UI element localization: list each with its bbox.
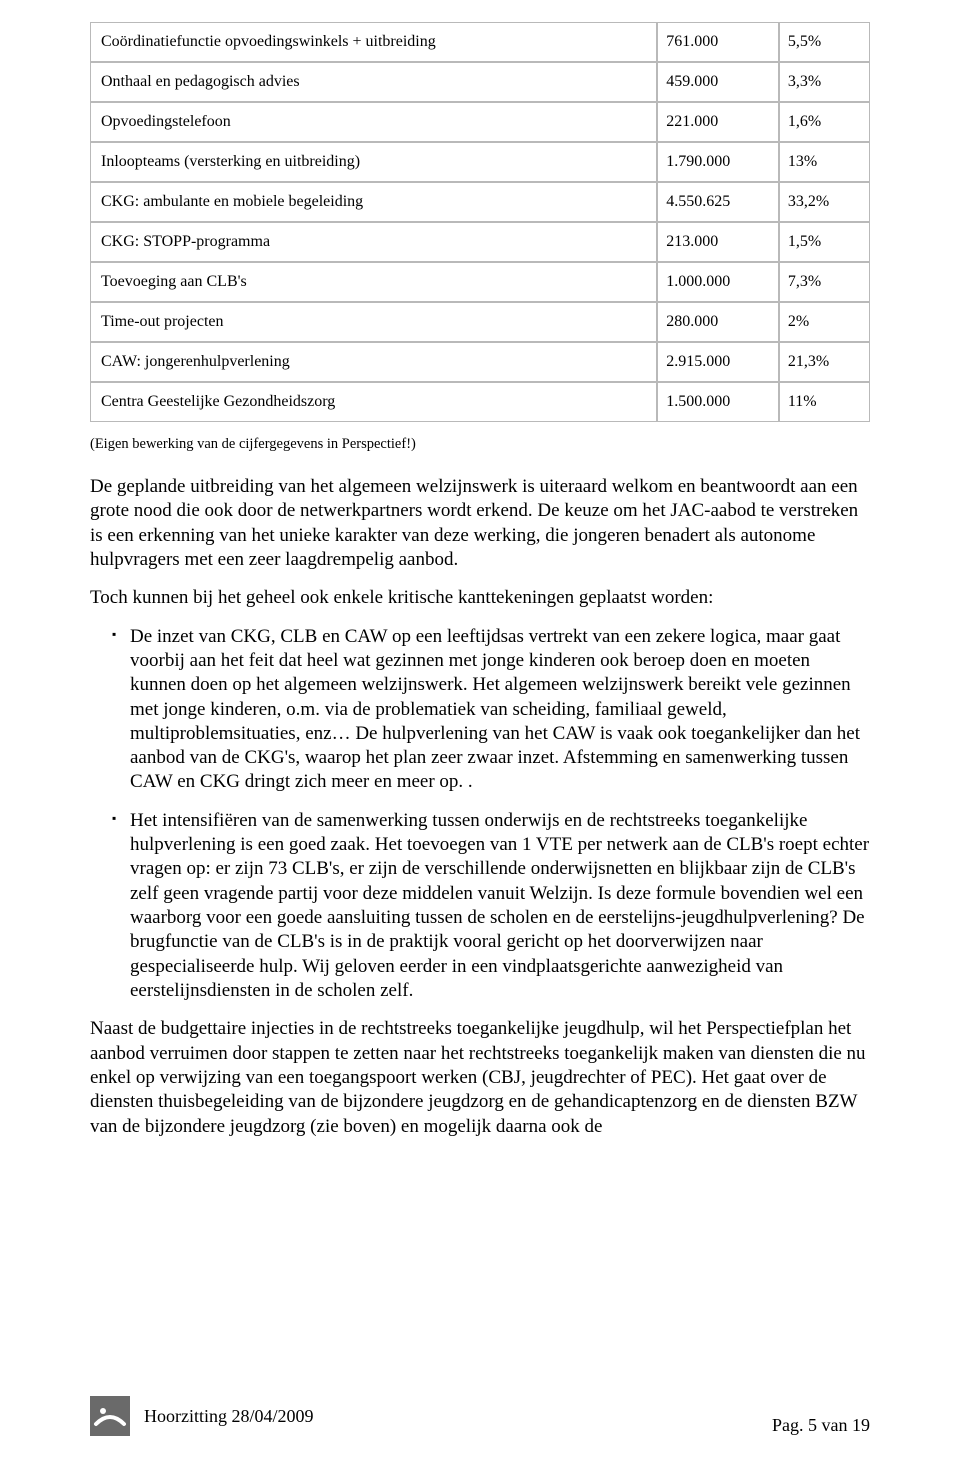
data-table: Coördinatiefunctie opvoedingswinkels + u… [90, 22, 870, 422]
cell-label: Onthaal en pedagogisch advies [90, 62, 657, 102]
table-row: Inloopteams (versterking en uitbreiding)… [90, 142, 870, 182]
cell-pct: 2% [779, 302, 870, 342]
cell-value: 1.500.000 [657, 382, 779, 422]
bullet-list: De inzet van CKG, CLB en CAW op een leef… [90, 625, 870, 1004]
footer-left: Hoorzitting 28/04/2009 [90, 1396, 314, 1436]
data-table-body: Coördinatiefunctie opvoedingswinkels + u… [90, 22, 870, 422]
cell-value: 459.000 [657, 62, 779, 102]
cell-label: Centra Geestelijke Gezondheidszorg [90, 382, 657, 422]
table-row: Opvoedingstelefoon 221.000 1,6% [90, 102, 870, 142]
cell-pct: 33,2% [779, 182, 870, 222]
cell-value: 221.000 [657, 102, 779, 142]
logo-icon [90, 1396, 130, 1436]
cell-pct: 5,5% [779, 22, 870, 62]
table-row: Coördinatiefunctie opvoedingswinkels + u… [90, 22, 870, 62]
table-row: CKG: ambulante en mobiele begeleiding 4.… [90, 182, 870, 222]
table-row: Time-out projecten 280.000 2% [90, 302, 870, 342]
page-footer: Hoorzitting 28/04/2009 Pag. 5 van 19 [90, 1396, 870, 1436]
paragraph: De geplande uitbreiding van het algemeen… [90, 475, 870, 572]
cell-value: 761.000 [657, 22, 779, 62]
cell-value: 1.790.000 [657, 142, 779, 182]
paragraph: Naast de budgettaire injecties in de rec… [90, 1017, 870, 1139]
paragraph: Toch kunnen bij het geheel ook enkele kr… [90, 586, 870, 610]
footer-left-text: Hoorzitting 28/04/2009 [144, 1406, 314, 1427]
cell-label: Time-out projecten [90, 302, 657, 342]
page: Coördinatiefunctie opvoedingswinkels + u… [0, 0, 960, 1466]
table-row: Centra Geestelijke Gezondheidszorg 1.500… [90, 382, 870, 422]
cell-label: Opvoedingstelefoon [90, 102, 657, 142]
table-row: CKG: STOPP-programma 213.000 1,5% [90, 222, 870, 262]
table-row: Onthaal en pedagogisch advies 459.000 3,… [90, 62, 870, 102]
cell-pct: 7,3% [779, 262, 870, 302]
cell-pct: 3,3% [779, 62, 870, 102]
cell-label: CKG: STOPP-programma [90, 222, 657, 262]
cell-label: CAW: jongerenhulpverlening [90, 342, 657, 382]
list-item: De inzet van CKG, CLB en CAW op een leef… [112, 625, 870, 795]
cell-value: 4.550.625 [657, 182, 779, 222]
cell-pct: 21,3% [779, 342, 870, 382]
cell-value: 213.000 [657, 222, 779, 262]
table-row: CAW: jongerenhulpverlening 2.915.000 21,… [90, 342, 870, 382]
list-item: Het intensifiëren van de samenwerking tu… [112, 809, 870, 1004]
table-caption: (Eigen bewerking van de cijfergegevens i… [90, 436, 870, 453]
cell-label: CKG: ambulante en mobiele begeleiding [90, 182, 657, 222]
cell-label: Toevoeging aan CLB's [90, 262, 657, 302]
cell-label: Coördinatiefunctie opvoedingswinkels + u… [90, 22, 657, 62]
cell-pct: 13% [779, 142, 870, 182]
cell-pct: 1,5% [779, 222, 870, 262]
cell-label: Inloopteams (versterking en uitbreiding) [90, 142, 657, 182]
cell-pct: 1,6% [779, 102, 870, 142]
cell-value: 280.000 [657, 302, 779, 342]
body-text: De geplande uitbreiding van het algemeen… [90, 475, 870, 1139]
cell-value: 1.000.000 [657, 262, 779, 302]
table-row: Toevoeging aan CLB's 1.000.000 7,3% [90, 262, 870, 302]
footer-right-text: Pag. 5 van 19 [772, 1415, 870, 1436]
cell-value: 2.915.000 [657, 342, 779, 382]
cell-pct: 11% [779, 382, 870, 422]
